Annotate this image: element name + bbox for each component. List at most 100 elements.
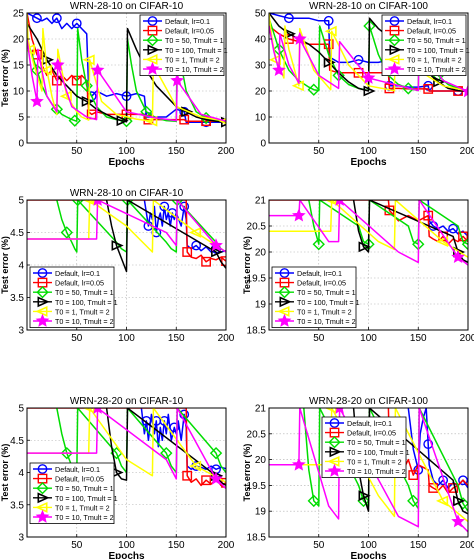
legend-label: Default, lr=0.05 — [297, 279, 346, 288]
y-tick-label: 25 — [13, 9, 25, 20]
series-point-3 — [140, 105, 153, 118]
legend-marker — [37, 492, 50, 504]
series-point-6 — [292, 457, 306, 471]
legend-marker — [328, 436, 341, 449]
legend-marker — [387, 61, 402, 75]
x-axis-label: Epochs — [350, 551, 387, 559]
series-point-1 — [448, 223, 458, 234]
x-tick-label: 100 — [118, 540, 135, 551]
legend-label: T0 = 1, Tmult = 2 — [347, 457, 402, 466]
x-tick-label: 100 — [118, 146, 135, 157]
legend-item: T0 = 100, Tmult = 1 — [385, 44, 470, 56]
series-point-4 — [81, 95, 94, 107]
series-point-6 — [90, 62, 105, 77]
x-tick-label: 200 — [218, 540, 235, 551]
legend-item: T0 = 1, Tmult = 2 — [325, 455, 402, 467]
legend-item: Default, lr=0.1 — [33, 268, 100, 278]
y-tick-label: 5 — [18, 404, 24, 415]
legend-marker — [147, 44, 160, 56]
series-point-4 — [433, 76, 446, 88]
legend-item: T0 = 10, Tmult = 2 — [385, 61, 466, 75]
series-point-4 — [211, 246, 224, 258]
series-line-6 — [27, 408, 226, 490]
series-point-3 — [312, 238, 325, 251]
series-line-4 — [105, 200, 226, 273]
series-point-1 — [283, 13, 294, 24]
y-tick-label: 4 — [18, 261, 24, 272]
x-axis-label: Epochs — [350, 157, 387, 168]
series-point-6 — [292, 31, 307, 45]
y-tick-label: 4.5 — [10, 228, 24, 239]
series-point-3 — [160, 446, 173, 460]
legend-label: T0 = 50, Tmult = 1 — [55, 288, 114, 297]
legend-item: T0 = 10, Tmult = 2 — [275, 313, 356, 327]
x-tick-label: 200 — [218, 146, 235, 157]
x-axis-label: Epochs — [108, 157, 145, 168]
series-point-6 — [170, 73, 185, 87]
series-line-5 — [27, 200, 226, 253]
chart-title: WRN-28-10 on CIFAR-10 — [70, 1, 184, 12]
legend-marker — [35, 509, 50, 523]
series-point-1 — [159, 415, 170, 426]
legend-label: T0 = 1, Tmult = 2 — [165, 55, 220, 64]
legend-marker — [279, 296, 292, 308]
legend-item: Default, lr=0.1 — [143, 16, 210, 26]
series-group — [269, 408, 468, 533]
series-group — [269, 200, 468, 266]
series-point-6 — [292, 208, 306, 222]
x-tick-label: 50 — [71, 146, 83, 157]
y-axis-label: Test error (%) — [0, 444, 10, 502]
chart-title: WRN-28-20 on CIFAR-10 — [70, 396, 184, 407]
legend-marker — [277, 305, 290, 317]
x-tick-label: 200 — [218, 333, 235, 344]
panel-6: 50 100 150 200 18.5 19 19.5 20 20.5 21 WRN-28-20 o… — [242, 396, 474, 559]
series-point-4 — [358, 241, 371, 253]
series-point-3 — [307, 494, 320, 508]
y-tick-label: 50 — [255, 9, 267, 20]
series-group — [27, 200, 226, 273]
series-point-1 — [323, 15, 334, 26]
series-point-5 — [82, 200, 95, 206]
legend-item: T0 = 1, Tmult = 2 — [385, 53, 462, 65]
legend-label: T0 = 100, Tmult = 1 — [297, 298, 360, 307]
series-point-6 — [209, 471, 223, 485]
legend-marker — [35, 501, 48, 513]
y-tick-label: 3.5 — [10, 500, 24, 511]
series-line-5 — [27, 408, 226, 483]
legend-label: Default, lr=0.05 — [407, 27, 456, 36]
series-point-6 — [93, 408, 102, 414]
x-tick-label: 200 — [460, 333, 474, 344]
series-point-1 — [458, 475, 468, 486]
legend-item: T0 = 10, Tmult = 2 — [325, 463, 406, 477]
legend-label: T0 = 100, Tmult = 1 — [347, 448, 410, 457]
series-point-2 — [201, 116, 211, 127]
series-point-4 — [453, 495, 466, 507]
legend-item: T0 = 100, Tmult = 1 — [325, 446, 410, 458]
legend-item: T0 = 50, Tmult = 1 — [325, 436, 406, 449]
series-point-3 — [60, 446, 73, 460]
legend-item: T0 = 1, Tmult = 2 — [143, 53, 220, 65]
panel-4: 50 100 150 200 18.5 19 19.5 20 20.5 21 Test error … — [242, 196, 474, 345]
legend-label: Default, lr=0.1 — [165, 17, 210, 26]
y-tick-label: 15 — [13, 61, 25, 72]
legend-marker — [387, 53, 400, 65]
legend-label: T0 = 1, Tmult = 2 — [55, 307, 110, 316]
series-point-5 — [59, 90, 72, 102]
series-point-4 — [116, 115, 129, 127]
y-tick-label: 19 — [255, 507, 267, 518]
series-point-5 — [39, 64, 52, 76]
y-tick-label: 0 — [260, 139, 266, 150]
x-tick-label: 150 — [168, 333, 185, 344]
legend-label: T0 = 10, Tmult = 2 — [347, 467, 406, 476]
series-point-6 — [50, 57, 65, 71]
series-line-6 — [27, 38, 226, 122]
series-line-5 — [27, 13, 226, 122]
legend-label: T0 = 1, Tmult = 2 — [407, 55, 462, 64]
y-tick-label: 3.5 — [10, 293, 24, 304]
x-tick-label: 50 — [313, 146, 325, 157]
legend-label: T0 = 100, Tmult = 1 — [55, 298, 118, 307]
